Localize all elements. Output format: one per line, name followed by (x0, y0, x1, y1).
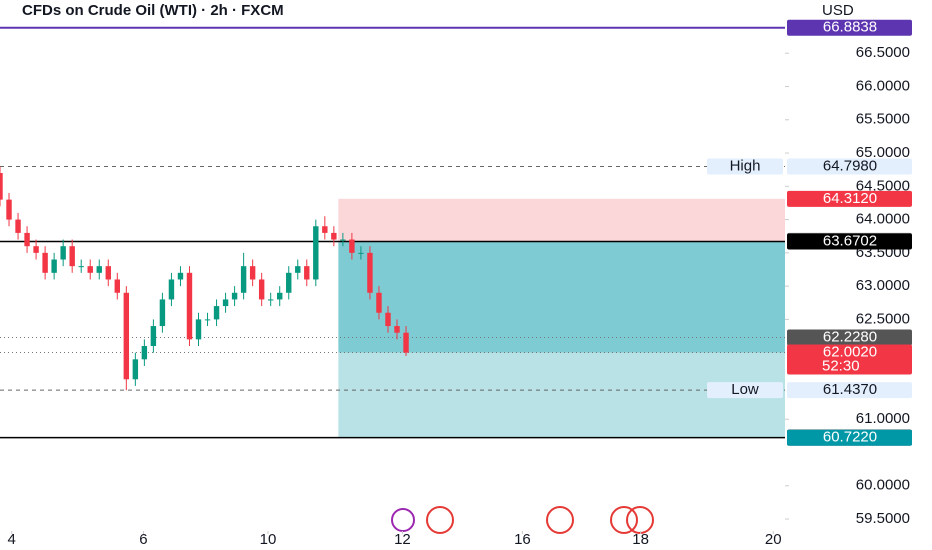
candle-body (159, 299, 166, 327)
candle-body (204, 319, 211, 321)
price-badge-label: 64.7980 (823, 157, 877, 174)
stop-zone (338, 198, 785, 242)
price-badge-label: 62.2280 (823, 328, 877, 345)
x-tick-label: 16 (514, 531, 531, 548)
price-badge (787, 429, 912, 446)
price-badge (787, 382, 912, 399)
y-tick-label: 62.5000 (856, 310, 910, 327)
countdown: 52:30 (822, 358, 860, 375)
event-icons (391, 506, 654, 534)
candle-body (258, 279, 265, 300)
candle-body (150, 326, 157, 347)
candle-body (304, 266, 310, 280)
y-tick-label: 66.0000 (856, 77, 910, 94)
candle-body (195, 319, 202, 340)
candle-body (168, 279, 175, 300)
y-tick-label: 65.5000 (856, 111, 910, 128)
level-tag-label: Low (731, 381, 759, 398)
candle-body (349, 239, 355, 253)
candle-body (186, 272, 193, 340)
candle-body (340, 239, 346, 241)
level-tag-label: High (730, 157, 761, 174)
candle-body (177, 272, 184, 280)
candle-body (231, 292, 238, 300)
candle-body (249, 266, 256, 280)
candle-body (0, 173, 3, 200)
candle-body (385, 312, 391, 327)
level-tag (707, 382, 783, 399)
price-badge (787, 158, 912, 175)
price-badge (787, 329, 912, 346)
candle-body (60, 246, 66, 260)
candle-body (358, 252, 364, 254)
price-badge-label: 61.4370 (823, 381, 877, 398)
price-badge (787, 190, 912, 207)
price-badge (787, 19, 912, 36)
candle-body (132, 359, 139, 380)
candle-body (96, 266, 102, 273)
y-tick-label: 59.5000 (856, 510, 910, 527)
price-badge-label: 60.7220 (823, 429, 877, 446)
candle-body (331, 232, 337, 240)
candle-body (42, 252, 48, 273)
candle-body (267, 299, 274, 301)
candle-body (313, 226, 319, 280)
x-tick-label: 10 (260, 531, 277, 548)
price-badge (787, 344, 912, 375)
y-tick-label: 61.0000 (856, 410, 910, 427)
y-tick-label: 64.5000 (856, 177, 910, 194)
currency: USD (822, 2, 854, 19)
y-tick-label: 66.5000 (856, 44, 910, 61)
candle-body (367, 252, 373, 293)
price-badge-label: 66.8838 (823, 19, 877, 36)
candle-body (105, 266, 111, 280)
candle-body (240, 266, 247, 293)
candle-body (213, 306, 220, 320)
chart-title: CFDs on Crude Oil (WTI) · 2h · FXCM (22, 2, 284, 19)
candle-body (123, 292, 130, 380)
price-badge-label: 62.0020 (823, 344, 877, 361)
x-tick-label: 20 (765, 531, 782, 548)
candle-body (394, 326, 400, 333)
price-badge-label: 64.3120 (823, 190, 877, 207)
candle-body (286, 272, 292, 293)
y-tick-label: 63.0000 (856, 277, 910, 294)
candle-body (15, 219, 21, 233)
profit-zone-active (338, 241, 785, 353)
candle-body (295, 266, 301, 273)
candle-body (403, 332, 409, 353)
candle-body (51, 259, 57, 273)
plot (0, 26, 785, 439)
candle-body (6, 199, 12, 220)
x-tick-label: 4 (8, 531, 16, 548)
candle-body (277, 292, 283, 300)
price-badge-label: 63.6702 (823, 233, 877, 250)
candle-body (78, 266, 84, 268)
candle-body (222, 299, 229, 307)
candle-body (69, 246, 75, 267)
level-tag (707, 158, 783, 175)
x-tick-label: 6 (139, 531, 147, 548)
candle-body (114, 279, 121, 293)
y-tick-label: 64.0000 (856, 211, 910, 228)
candle-body (322, 226, 328, 233)
y-tick-label: 65.0000 (856, 144, 910, 161)
candle-body (141, 346, 148, 360)
candle-body (87, 266, 93, 273)
candle-body (376, 292, 382, 313)
candle-body (33, 246, 39, 253)
x-tick-label: 12 (394, 531, 411, 548)
price-badge (787, 233, 912, 250)
y-tick-label: 60.0000 (856, 477, 910, 494)
x-tick-label: 18 (632, 531, 649, 548)
candle-body (24, 232, 30, 247)
